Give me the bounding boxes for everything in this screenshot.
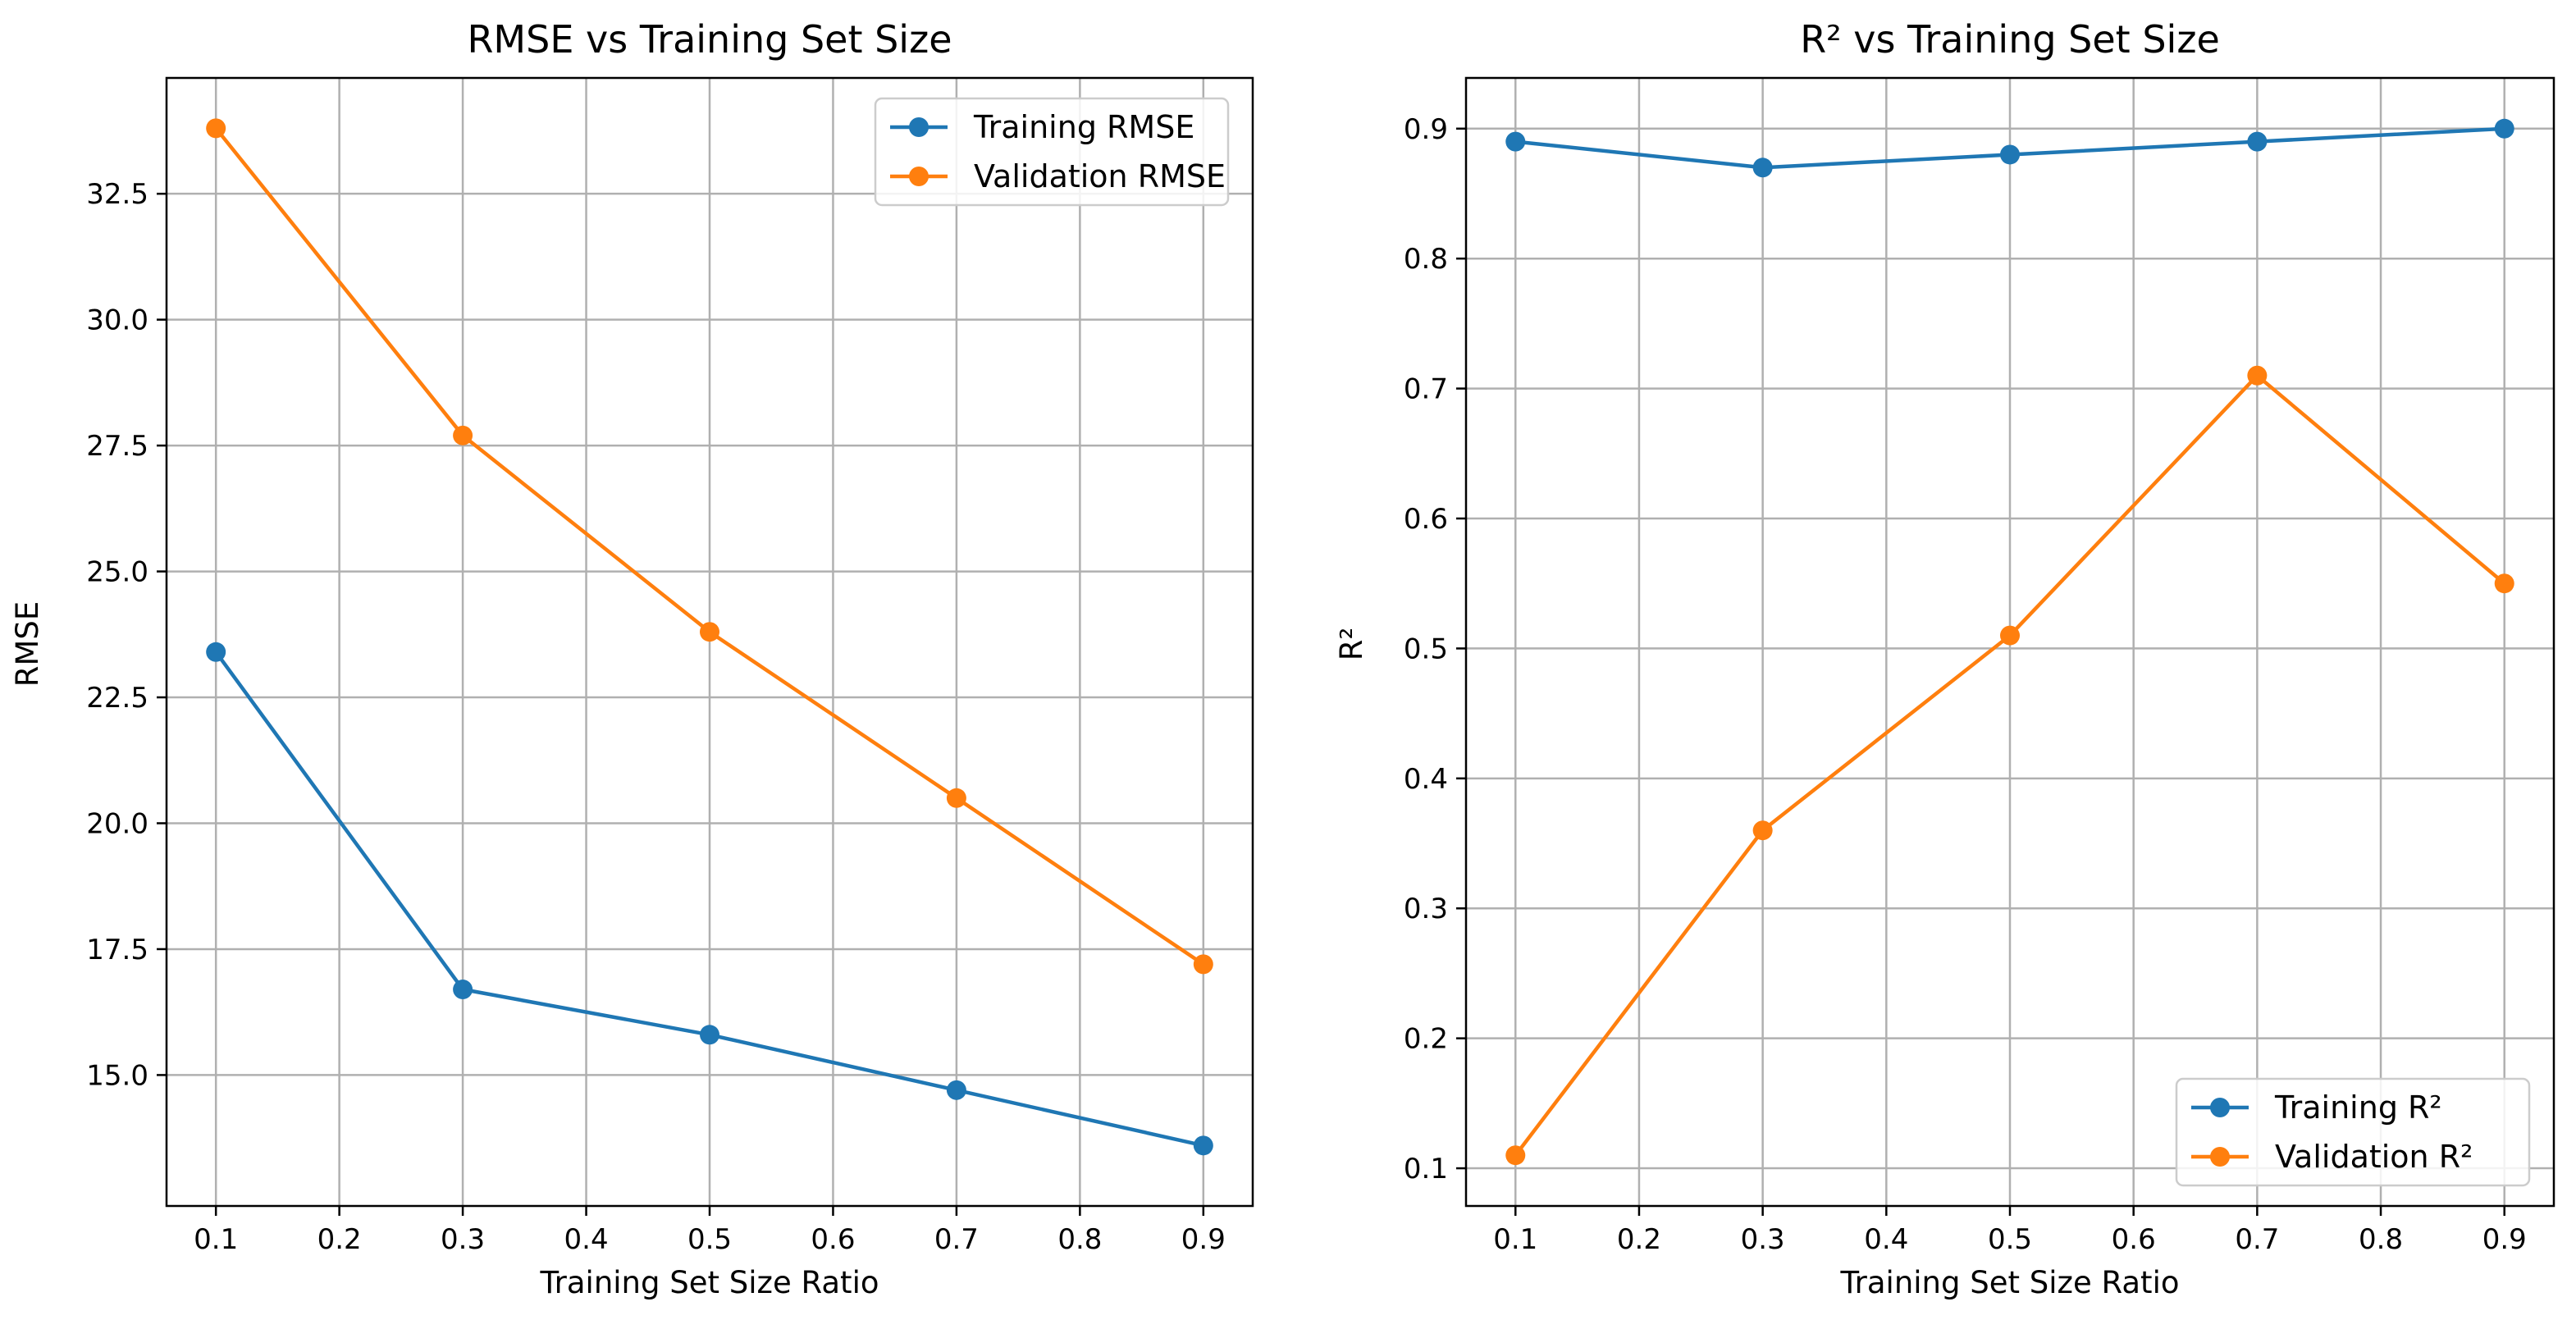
- r2-xtick-label: 0.8: [2359, 1223, 2403, 1256]
- r2-xtick-label: 0.2: [1617, 1223, 1661, 1256]
- rmse-series-1-point: [453, 425, 473, 445]
- rmse-ytick-label: 17.5: [86, 934, 148, 966]
- rmse-xtick-label: 0.5: [687, 1223, 732, 1256]
- rmse-xtick-label: 0.9: [1181, 1223, 1226, 1256]
- r2-legend-box: [2175, 1077, 2531, 1187]
- r2-xtick-label: 0.1: [1493, 1223, 1537, 1256]
- rmse-ytick-label: 15.0: [86, 1059, 148, 1092]
- rmse-xtick-label: 0.6: [811, 1223, 855, 1256]
- r2-legend-label-0: Training R²: [2274, 1089, 2442, 1126]
- rmse-xtick-label: 0.2: [317, 1223, 362, 1256]
- rmse-legend: Training RMSE Validation RMSE: [874, 97, 1230, 207]
- r2-legend-marker-1: [2210, 1147, 2230, 1167]
- r2-series-1-point: [2247, 365, 2268, 386]
- rmse-xtick-label: 0.3: [441, 1223, 485, 1256]
- rmse-ytick-label: 32.5: [86, 178, 148, 211]
- r2-axes-frame: [1464, 76, 2555, 1208]
- r2-ytick-label: 0.3: [1404, 893, 1448, 925]
- r2-xtick-label: 0.4: [1864, 1223, 1908, 1256]
- r2-ytick-label: 0.2: [1404, 1023, 1448, 1056]
- r2-series-0-point: [1505, 131, 1526, 152]
- rmse-series-0-point: [1193, 1135, 1213, 1156]
- rmse-xtick-label: 0.4: [564, 1223, 609, 1256]
- rmse-series-1-point: [946, 788, 966, 808]
- r2-series-0-point: [2494, 118, 2514, 139]
- rmse-legend-label-0: Training RMSE: [973, 109, 1194, 145]
- r2-legend: Training R² Validation R²: [2175, 1077, 2531, 1187]
- rmse-legend-marker-1: [909, 167, 929, 186]
- r2-series-1-point: [2494, 573, 2514, 594]
- rmse-xtick-label: 0.8: [1057, 1223, 1102, 1256]
- r2-chart: R² vs Training Set Size Training Set Siz…: [1334, 17, 2555, 1300]
- r2-ytick-label: 0.4: [1404, 763, 1448, 796]
- r2-chart-ylabel: R²: [1334, 628, 1369, 661]
- r2-ytick-label: 0.8: [1404, 243, 1448, 276]
- r2-xtick-label: 0.9: [2482, 1223, 2527, 1256]
- rmse-chart-title: RMSE vs Training Set Size: [467, 17, 952, 62]
- r2-chart-title: R² vs Training Set Size: [1800, 17, 2220, 62]
- rmse-ytick-label: 20.0: [86, 807, 148, 840]
- r2-series-0-point: [2247, 131, 2268, 152]
- rmse-series-0-point: [206, 642, 226, 662]
- rmse-legend-box: [874, 97, 1230, 207]
- r2-ytick-label: 0.1: [1404, 1153, 1448, 1185]
- rmse-legend-marker-0: [909, 117, 929, 137]
- r2-legend-marker-0: [2210, 1098, 2230, 1117]
- rmse-series-1-point: [1193, 954, 1213, 975]
- rmse-ytick-label: 25.0: [86, 556, 148, 589]
- rmse-legend-label-1: Validation RMSE: [974, 158, 1226, 194]
- rmse-ytick-label: 27.5: [86, 430, 148, 463]
- rmse-axes-frame: [165, 76, 1254, 1208]
- rmse-ytick-label: 22.5: [86, 682, 148, 715]
- r2-ytick-label: 0.5: [1404, 633, 1448, 665]
- rmse-series-0-point: [453, 980, 473, 1000]
- r2-ytick-label: 0.6: [1404, 503, 1448, 536]
- rmse-xtick-label: 0.7: [934, 1223, 979, 1256]
- r2-series-1-point: [2000, 625, 2020, 646]
- rmse-series-1-point: [206, 118, 226, 139]
- rmse-ytick-label: 30.0: [86, 304, 148, 337]
- r2-legend-label-1: Validation R²: [2275, 1139, 2473, 1175]
- r2-series-1-point: [1752, 820, 1773, 841]
- r2-xtick-label: 0.6: [2112, 1223, 2156, 1256]
- r2-xtick-label: 0.7: [2235, 1223, 2279, 1256]
- rmse-xtick-label: 0.1: [194, 1223, 238, 1256]
- r2-xtick-label: 0.5: [1988, 1223, 2032, 1256]
- rmse-chart-xlabel: Training Set Size Ratio: [540, 1265, 879, 1300]
- rmse-series-0-point: [946, 1080, 966, 1100]
- r2-ytick-label: 0.9: [1404, 113, 1448, 146]
- r2-series-1-point: [1505, 1145, 1526, 1166]
- r2-chart-xlabel: Training Set Size Ratio: [1840, 1265, 2180, 1300]
- rmse-series-1-point: [700, 622, 719, 642]
- r2-series-0-point: [1752, 158, 1773, 178]
- rmse-series-0-point: [700, 1025, 719, 1045]
- r2-series-0-point: [2000, 144, 2020, 165]
- r2-ytick-label: 0.7: [1404, 373, 1448, 406]
- r2-xtick-label: 0.3: [1741, 1223, 1785, 1256]
- rmse-chart-ylabel: RMSE: [10, 601, 45, 687]
- rmse-chart: RMSE vs Training Set Size Training Set S…: [10, 17, 1254, 1300]
